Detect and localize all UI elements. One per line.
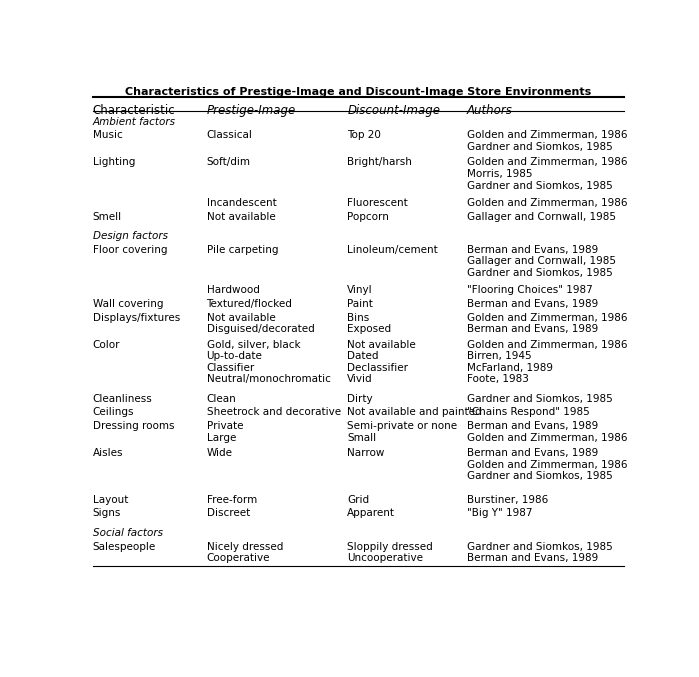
Text: Ceilings: Ceilings — [93, 408, 134, 418]
Text: Hardwood: Hardwood — [207, 286, 259, 295]
Text: Berman and Evans, 1989: Berman and Evans, 1989 — [467, 299, 598, 309]
Text: Not available
Dated
Declassifier
Vivid: Not available Dated Declassifier Vivid — [347, 340, 416, 385]
Text: Golden and Zimmerman, 1986
Gardner and Siomkos, 1985: Golden and Zimmerman, 1986 Gardner and S… — [467, 130, 627, 152]
Text: Smell: Smell — [93, 212, 122, 221]
Text: Gallager and Cornwall, 1985: Gallager and Cornwall, 1985 — [467, 212, 616, 221]
Text: Textured/flocked: Textured/flocked — [207, 299, 292, 309]
Text: "Flooring Choices" 1987: "Flooring Choices" 1987 — [467, 286, 592, 295]
Text: Prestige-Image: Prestige-Image — [207, 104, 296, 117]
Text: Berman and Evans, 1989
Gallager and Cornwall, 1985
Gardner and Siomkos, 1985: Berman and Evans, 1989 Gallager and Corn… — [467, 245, 616, 278]
Text: Semi-private or none
Small: Semi-private or none Small — [347, 421, 458, 443]
Text: Berman and Evans, 1989
Golden and Zimmerman, 1986: Berman and Evans, 1989 Golden and Zimmer… — [467, 421, 627, 443]
Text: Gardner and Siomkos, 1985
Berman and Evans, 1989: Gardner and Siomkos, 1985 Berman and Eva… — [467, 542, 612, 563]
Text: Color: Color — [93, 340, 120, 349]
Text: Wall covering: Wall covering — [93, 299, 164, 309]
Text: Displays/fixtures: Displays/fixtures — [93, 313, 180, 322]
Text: "Big Y" 1987: "Big Y" 1987 — [467, 508, 532, 519]
Text: Pile carpeting: Pile carpeting — [207, 245, 278, 255]
Text: Cleanliness: Cleanliness — [93, 394, 152, 404]
Text: Not available: Not available — [207, 212, 275, 221]
Text: Bins
Exposed: Bins Exposed — [347, 313, 391, 334]
Text: Soft/dim: Soft/dim — [207, 157, 250, 167]
Text: Social factors: Social factors — [93, 528, 163, 538]
Text: Popcorn: Popcorn — [347, 212, 389, 221]
Text: Burstiner, 1986: Burstiner, 1986 — [467, 495, 548, 505]
Text: Fluorescent: Fluorescent — [347, 198, 408, 208]
Text: Authors: Authors — [467, 104, 512, 117]
Text: Clean: Clean — [207, 394, 236, 404]
Text: Free-form: Free-form — [207, 495, 257, 505]
Text: Characteristics of Prestige-Image and Discount-Image Store Environments: Characteristics of Prestige-Image and Di… — [125, 87, 591, 97]
Text: Characteristic: Characteristic — [93, 104, 175, 117]
Text: Incandescent: Incandescent — [207, 198, 276, 208]
Text: Design factors: Design factors — [93, 232, 168, 241]
Text: Classical: Classical — [207, 130, 252, 140]
Text: Floor covering: Floor covering — [93, 245, 167, 255]
Text: Berman and Evans, 1989
Golden and Zimmerman, 1986
Gardner and Siomkos, 1985: Berman and Evans, 1989 Golden and Zimmer… — [467, 448, 627, 481]
Text: Not available and painted: Not available and painted — [347, 408, 482, 418]
Text: Nicely dressed
Cooperative: Nicely dressed Cooperative — [207, 542, 283, 563]
Text: Top 20: Top 20 — [347, 130, 381, 140]
Text: Discreet: Discreet — [207, 508, 250, 519]
Text: Gold, silver, black
Up-to-date
Classifier
Neutral/monochromatic: Gold, silver, black Up-to-date Classifie… — [207, 340, 331, 385]
Text: Not available
Disguised/decorated: Not available Disguised/decorated — [207, 313, 315, 334]
Text: Bright/harsh: Bright/harsh — [347, 157, 412, 167]
Text: Narrow: Narrow — [347, 448, 384, 458]
Text: Layout: Layout — [93, 495, 128, 505]
Text: Golden and Zimmerman, 1986
Morris, 1985
Gardner and Siomkos, 1985: Golden and Zimmerman, 1986 Morris, 1985 … — [467, 157, 627, 190]
Text: Private
Large: Private Large — [207, 421, 243, 443]
Text: Golden and Zimmerman, 1986
Berman and Evans, 1989: Golden and Zimmerman, 1986 Berman and Ev… — [467, 313, 627, 334]
Text: Dirty: Dirty — [347, 394, 373, 404]
Text: Grid: Grid — [347, 495, 370, 505]
Text: Dressing rooms: Dressing rooms — [93, 421, 174, 431]
Text: "Chains Respond" 1985: "Chains Respond" 1985 — [467, 408, 589, 418]
Text: Salespeople: Salespeople — [93, 542, 156, 552]
Text: Paint: Paint — [347, 299, 373, 309]
Text: Linoleum/cement: Linoleum/cement — [347, 245, 438, 255]
Text: Wide: Wide — [207, 448, 233, 458]
Text: Sheetrock and decorative: Sheetrock and decorative — [207, 408, 340, 418]
Text: Music: Music — [93, 130, 122, 140]
Text: Golden and Zimmerman, 1986
Birren, 1945
McFarland, 1989
Foote, 1983: Golden and Zimmerman, 1986 Birren, 1945 … — [467, 340, 627, 385]
Text: Sloppily dressed
Uncooperative: Sloppily dressed Uncooperative — [347, 542, 433, 563]
Text: Signs: Signs — [93, 508, 121, 519]
Text: Lighting: Lighting — [93, 157, 135, 167]
Text: Aisles: Aisles — [93, 448, 123, 458]
Text: Ambient factors: Ambient factors — [93, 116, 175, 127]
Text: Discount-Image: Discount-Image — [347, 104, 440, 117]
Text: Apparent: Apparent — [347, 508, 396, 519]
Text: Golden and Zimmerman, 1986: Golden and Zimmerman, 1986 — [467, 198, 627, 208]
Text: Vinyl: Vinyl — [347, 286, 373, 295]
Text: Gardner and Siomkos, 1985: Gardner and Siomkos, 1985 — [467, 394, 612, 404]
